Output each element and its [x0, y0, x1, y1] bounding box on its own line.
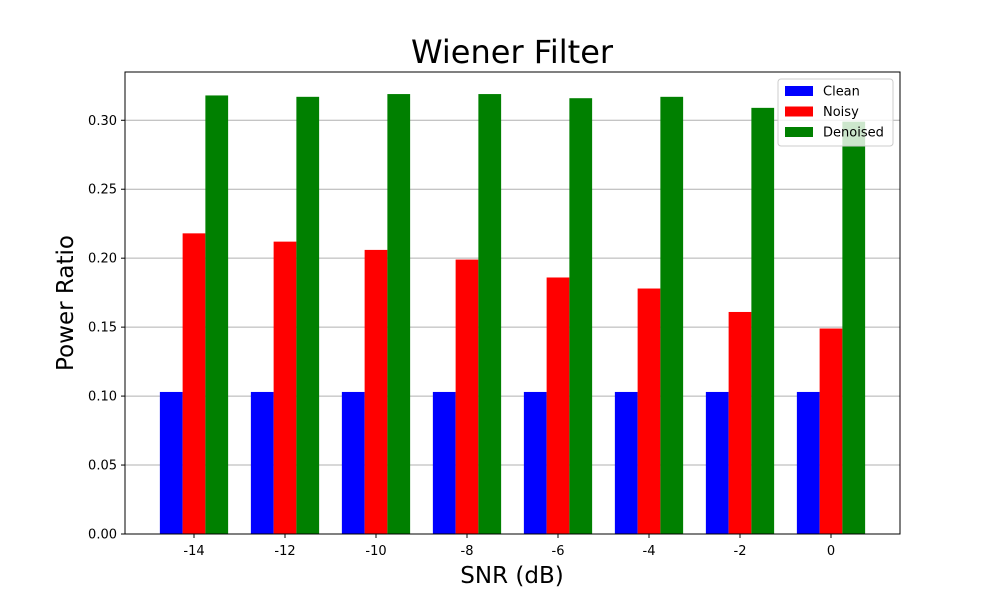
bar-clean--6 — [523, 391, 547, 534]
bar-clean-0 — [796, 391, 820, 534]
bar-clean--12 — [250, 391, 274, 534]
bar-clean--4 — [614, 391, 638, 534]
x-tick-label: -14 — [183, 544, 204, 559]
bar-denoised--2 — [751, 107, 775, 534]
bar-noisy--6 — [546, 277, 570, 534]
bar-denoised--4 — [660, 96, 684, 534]
bar-noisy--12 — [273, 241, 297, 534]
bar-clean--2 — [705, 391, 729, 534]
x-tick-label: -4 — [643, 544, 656, 559]
bar-denoised--6 — [569, 98, 593, 534]
chart-title: Wiener Filter — [411, 33, 614, 71]
plot-frame — [124, 71, 901, 535]
legend-label-noisy: Noisy — [823, 105, 859, 120]
bar-noisy-0 — [819, 328, 843, 534]
x-tick-label: -6 — [552, 544, 565, 559]
y-tick-label: 0.00 — [88, 528, 117, 543]
legend-label-denoised: Denoised — [823, 126, 884, 141]
legend-swatch-denoised — [785, 127, 813, 137]
legend-swatch-clean — [785, 86, 813, 96]
legend-swatch-noisy — [785, 106, 813, 117]
x-tick-label: -12 — [274, 544, 295, 559]
x-tick-label: -10 — [365, 544, 386, 559]
bar-denoised--8 — [478, 94, 502, 534]
bar-clean--10 — [341, 391, 365, 534]
x-tick-label: -8 — [461, 544, 474, 559]
bar-noisy--14 — [182, 233, 206, 534]
y-tick-label: 0.05 — [88, 459, 117, 474]
bar-clean--8 — [432, 391, 456, 534]
y-tick-label: 0.15 — [88, 321, 117, 336]
y-axis-ticks: 0.00 0.05 0.10 0.15 0.20 0.25 0.30 — [88, 114, 125, 543]
y-axis-title: Power Ratio — [53, 235, 79, 371]
y-tick-label: 0.10 — [88, 390, 117, 405]
legend: Clean Noisy Denoised — [777, 78, 894, 147]
bar-noisy--2 — [728, 311, 752, 534]
bar-noisy--10 — [364, 249, 388, 534]
x-axis-title: SNR (dB) — [460, 563, 563, 589]
bar-clean--14 — [159, 391, 183, 534]
legend-label-clean: Clean — [823, 85, 860, 100]
bar-noisy--4 — [637, 288, 661, 534]
x-tick-label: -2 — [734, 544, 747, 559]
y-tick-label: 0.25 — [88, 183, 117, 198]
x-tick-label: 0 — [827, 544, 835, 559]
bar-denoised-0 — [842, 121, 866, 534]
bars — [159, 94, 866, 535]
bar-denoised--12 — [296, 96, 320, 534]
bar-denoised--14 — [205, 95, 229, 535]
y-tick-label: 0.20 — [88, 252, 117, 267]
y-tick-label: 0.30 — [88, 114, 117, 129]
bar-denoised--10 — [387, 94, 411, 534]
bar-noisy--8 — [455, 259, 479, 534]
x-axis-ticks: -14 -12 -10 -8 -6 -4 -2 0 — [183, 534, 835, 559]
